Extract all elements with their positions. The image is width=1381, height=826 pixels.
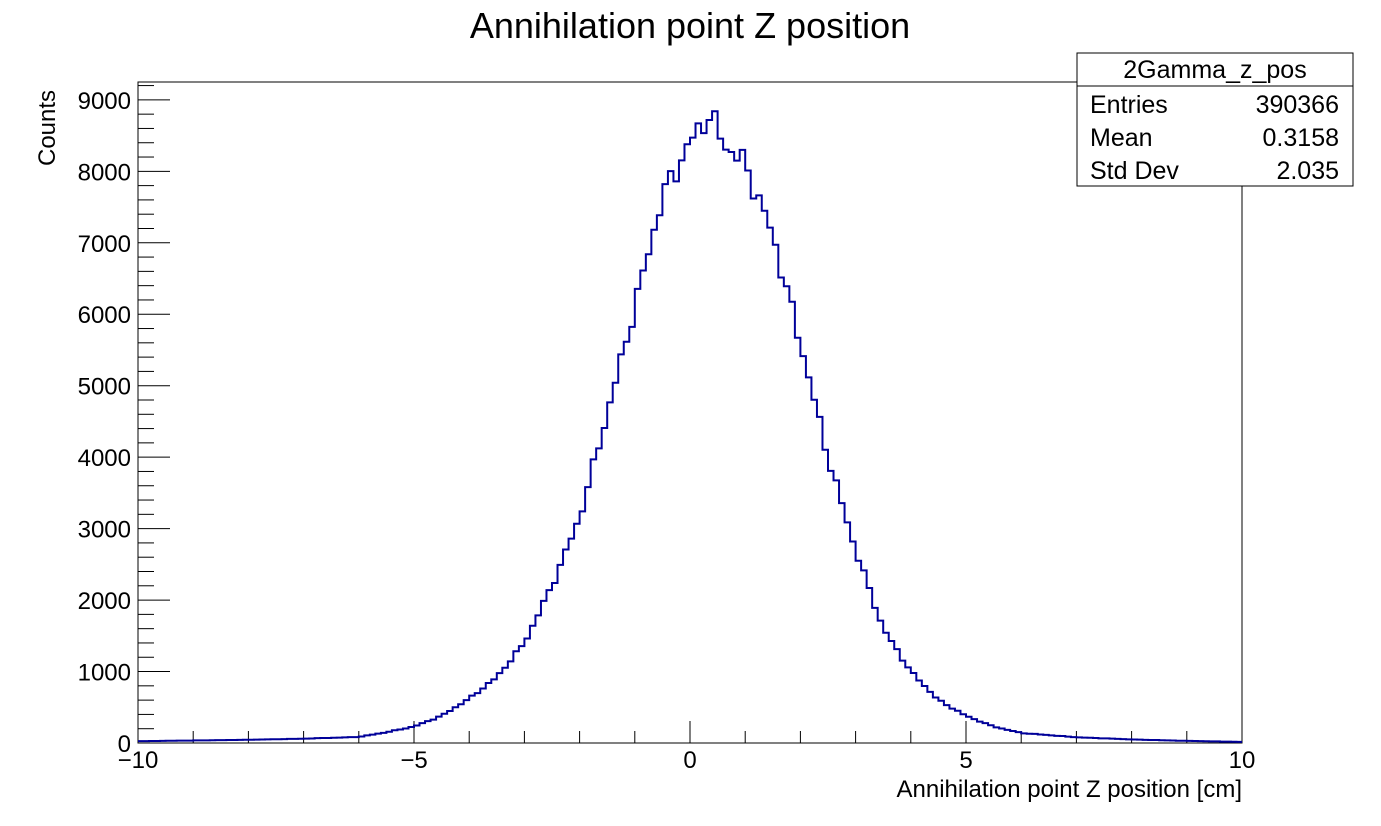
y-tick-label: 2000: [78, 588, 131, 615]
y-tick-label: 9000: [78, 88, 131, 115]
y-tick-label: 0: [118, 731, 131, 758]
x-tick-label: 10: [1229, 747, 1256, 774]
histogram-line: [138, 110, 1242, 743]
y-tick-label: 6000: [78, 302, 131, 329]
y-tick-label: 4000: [78, 445, 131, 472]
stats-box-frame: [1076, 52, 1354, 187]
x-tick-label: 5: [959, 747, 972, 774]
chart-title: Annihilation point Z position: [470, 5, 910, 46]
plot-frame: [137, 81, 1243, 744]
x-tick-label: −10: [118, 747, 159, 774]
stats-mean-label: Mean: [1090, 124, 1153, 152]
x-axis-label: Annihilation point Z position [cm]: [896, 776, 1242, 803]
stats-entries-value: 390366: [1256, 91, 1339, 119]
x-axis: −10 −5 0 5 10: [118, 721, 1256, 774]
y-tick-label: 8000: [78, 159, 131, 186]
stats-mean-value: 0.3158: [1263, 124, 1339, 152]
y-axis-label: Counts: [34, 90, 61, 166]
stats-box-title: 2Gamma_z_pos: [1123, 56, 1306, 84]
x-tick-label: 0: [683, 747, 696, 774]
y-axis: 0 1000 2000 3000 4000 5000 6000 7000 8000 9000: [78, 85, 170, 758]
stats-stddev-label: Std Dev: [1090, 157, 1179, 185]
y-tick-label: 7000: [78, 231, 131, 258]
y-tick-label: 1000: [78, 660, 131, 687]
stats-stddev-value: 2.035: [1276, 157, 1339, 185]
stats-box: 2Gamma_z_pos Entries 390366 Mean 0.3158 …: [1076, 52, 1354, 187]
y-tick-label: 5000: [78, 374, 131, 401]
x-tick-label: −5: [400, 747, 427, 774]
stats-entries-label: Entries: [1090, 91, 1168, 119]
y-tick-label: 3000: [78, 517, 131, 544]
